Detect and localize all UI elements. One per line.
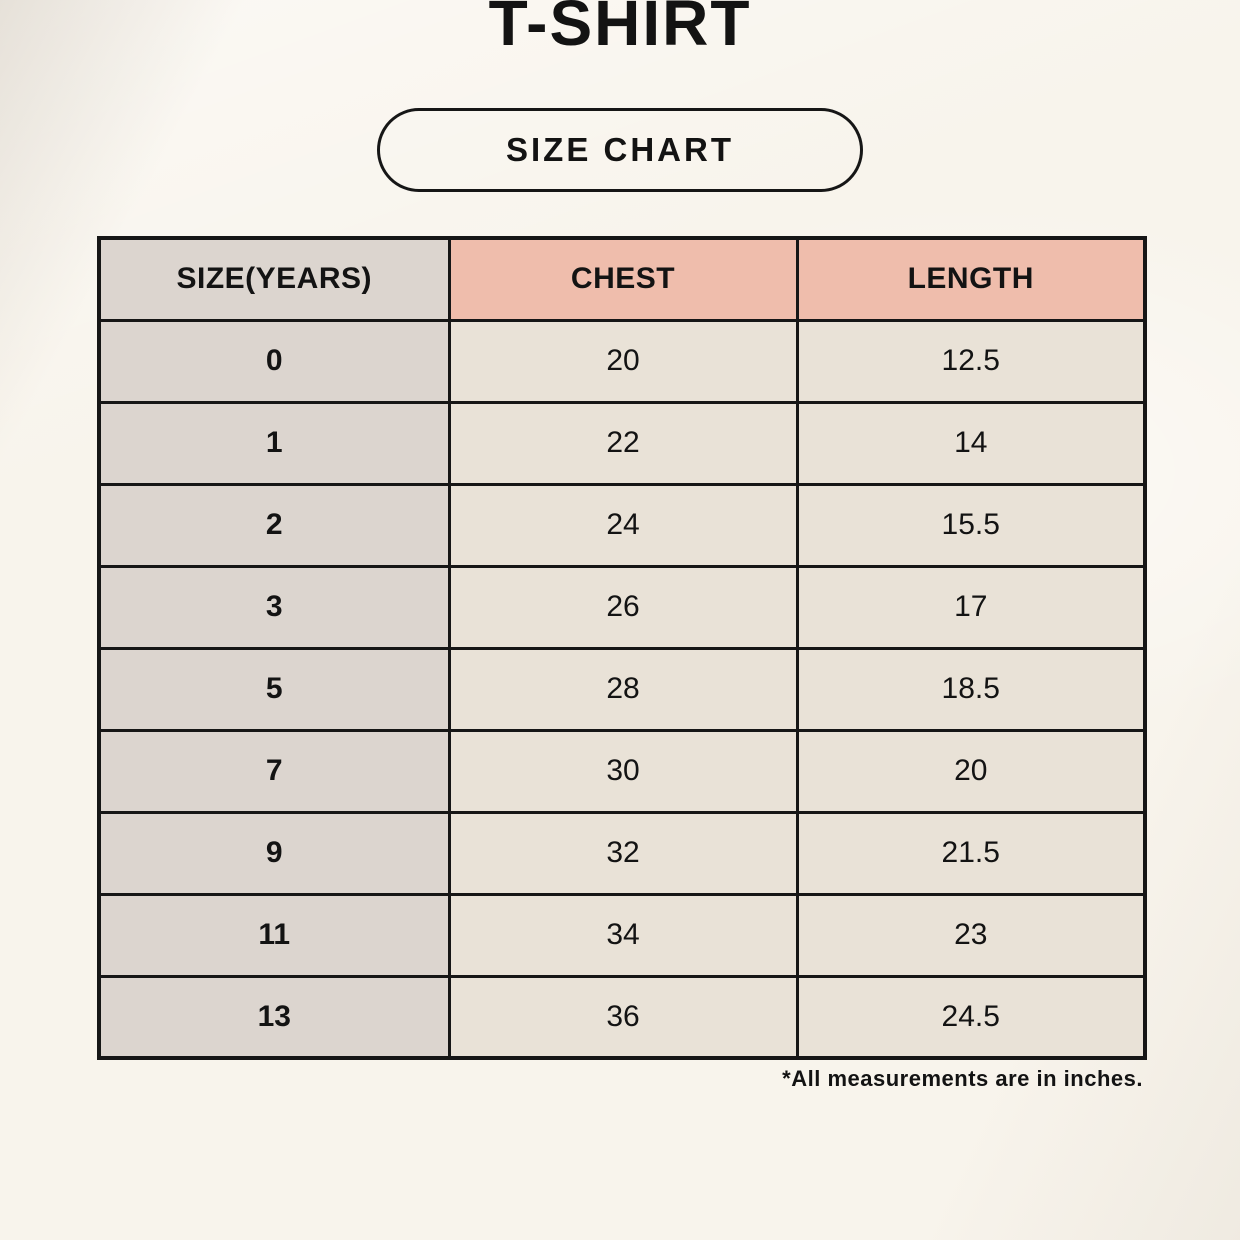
size-cell: 11 — [97, 892, 451, 978]
table-row: 3 26 17 — [97, 564, 1147, 650]
size-cell: 3 — [97, 564, 451, 650]
length-cell: 21.5 — [795, 810, 1147, 896]
size-chart-badge-label: SIZE CHART — [506, 131, 734, 168]
footnote: *All measurements are in inches. — [782, 1066, 1143, 1091]
size-cell: 1 — [97, 400, 451, 486]
length-cell: 20 — [795, 728, 1147, 814]
size-cell: 5 — [97, 646, 451, 732]
chest-cell: 28 — [447, 646, 799, 732]
size-cell: 7 — [97, 728, 451, 814]
chest-cell: 34 — [447, 892, 799, 978]
table-row: 0 20 12.5 — [97, 318, 1147, 404]
length-cell: 12.5 — [795, 318, 1147, 404]
header-size-years: SIZE(YEARS) — [97, 236, 451, 322]
chest-cell: 22 — [447, 400, 799, 486]
size-chart-badge: SIZE CHART — [377, 108, 863, 192]
table-row: 2 24 15.5 — [97, 482, 1147, 568]
chest-cell: 24 — [447, 482, 799, 568]
length-cell: 15.5 — [795, 482, 1147, 568]
chest-cell: 36 — [447, 974, 799, 1060]
header-length: LENGTH — [795, 236, 1147, 322]
size-cell: 2 — [97, 482, 451, 568]
table-row: 7 30 20 — [97, 728, 1147, 814]
header-chest: CHEST — [447, 236, 799, 322]
page-title: T-SHIRT — [488, 0, 752, 59]
size-cell: 0 — [97, 318, 451, 404]
chest-cell: 20 — [447, 318, 799, 404]
table-row: 11 34 23 — [97, 892, 1147, 978]
table-header-row: SIZE(YEARS) CHEST LENGTH — [97, 236, 1147, 322]
length-cell: 17 — [795, 564, 1147, 650]
size-chart-table: SIZE(YEARS) CHEST LENGTH 0 20 12.5 1 22 … — [97, 236, 1147, 1060]
length-cell: 24.5 — [795, 974, 1147, 1060]
length-cell: 23 — [795, 892, 1147, 978]
size-cell: 9 — [97, 810, 451, 896]
length-cell: 14 — [795, 400, 1147, 486]
chest-cell: 26 — [447, 564, 799, 650]
table-row: 13 36 24.5 — [97, 974, 1147, 1060]
size-cell: 13 — [97, 974, 451, 1060]
chest-cell: 30 — [447, 728, 799, 814]
table-row: 1 22 14 — [97, 400, 1147, 486]
chest-cell: 32 — [447, 810, 799, 896]
length-cell: 18.5 — [795, 646, 1147, 732]
table-row: 9 32 21.5 — [97, 810, 1147, 896]
table-row: 5 28 18.5 — [97, 646, 1147, 732]
